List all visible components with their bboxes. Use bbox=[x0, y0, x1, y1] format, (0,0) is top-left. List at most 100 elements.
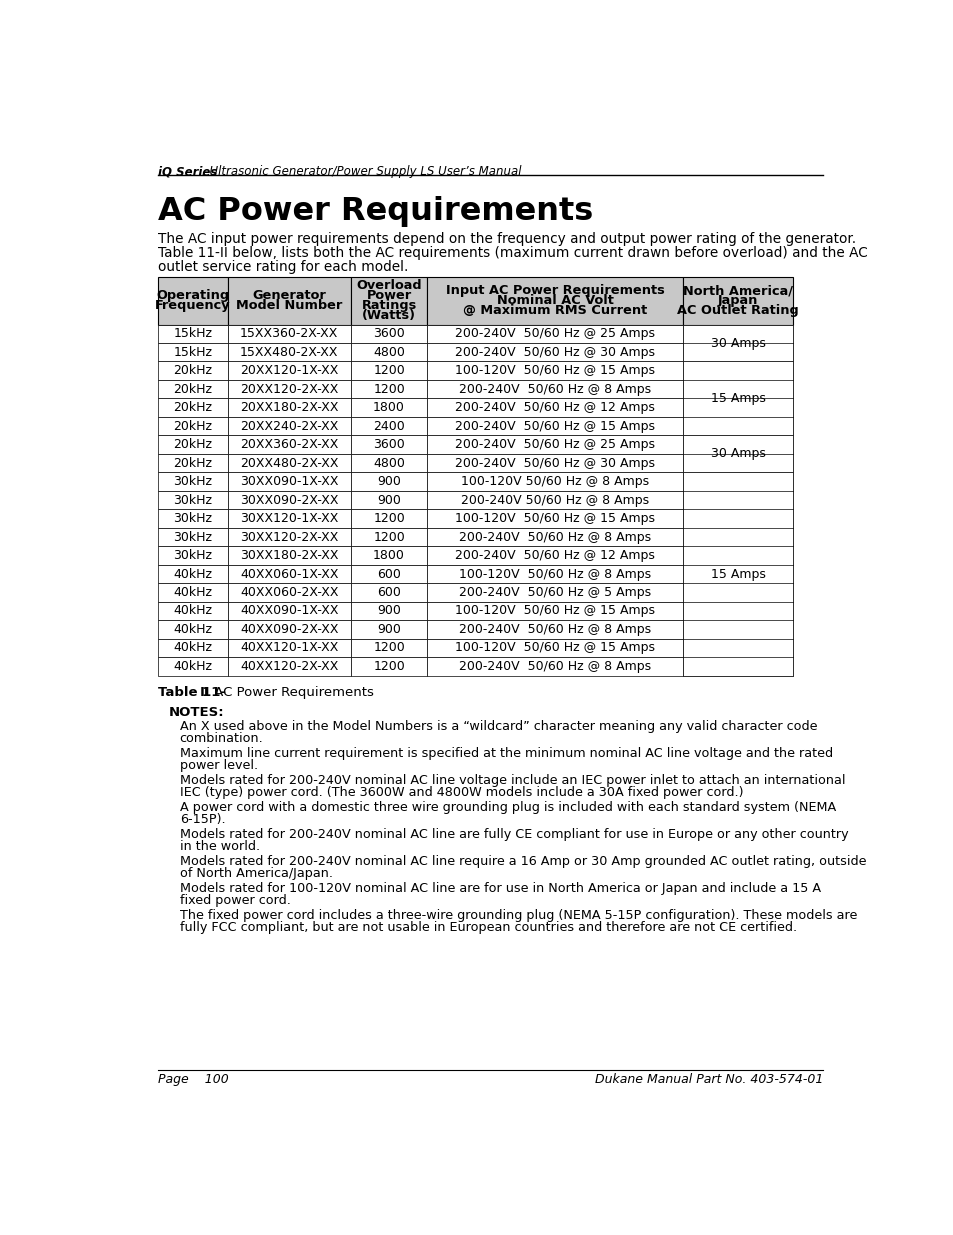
Bar bbox=[351, 362, 427, 380]
Bar bbox=[351, 436, 427, 454]
Text: 200-240V  50/60 Hz @ 30 Amps: 200-240V 50/60 Hz @ 30 Amps bbox=[455, 457, 655, 469]
Bar bbox=[427, 657, 682, 676]
Bar bbox=[427, 638, 682, 657]
Text: 20XX480-2X-XX: 20XX480-2X-XX bbox=[240, 457, 338, 469]
Bar bbox=[158, 417, 228, 436]
Text: 200-240V  50/60 Hz @ 8 Amps: 200-240V 50/60 Hz @ 8 Amps bbox=[458, 383, 651, 395]
Text: 20XX120-1X-XX: 20XX120-1X-XX bbox=[240, 364, 338, 377]
Bar bbox=[427, 527, 682, 546]
Bar bbox=[351, 343, 427, 362]
Text: 20kHz: 20kHz bbox=[173, 401, 213, 414]
Text: 1200: 1200 bbox=[373, 383, 404, 395]
Text: 20XX240-2X-XX: 20XX240-2X-XX bbox=[240, 420, 338, 432]
Text: 200-240V  50/60 Hz @ 8 Amps: 200-240V 50/60 Hz @ 8 Amps bbox=[458, 622, 651, 636]
Bar bbox=[351, 417, 427, 436]
Bar bbox=[228, 454, 351, 472]
Text: 20XX180-2X-XX: 20XX180-2X-XX bbox=[240, 401, 338, 414]
Text: Maximum line current requirement is specified at the minimum nominal AC line vol: Maximum line current requirement is spec… bbox=[179, 747, 832, 761]
Bar bbox=[158, 527, 228, 546]
Bar bbox=[427, 583, 682, 601]
Text: 3600: 3600 bbox=[373, 438, 404, 451]
Text: @ Maximum RMS Current: @ Maximum RMS Current bbox=[463, 304, 647, 317]
Bar bbox=[228, 380, 351, 399]
Text: fully FCC compliant, but are not usable in European countries and therefore are : fully FCC compliant, but are not usable … bbox=[179, 920, 796, 934]
Text: Frequency: Frequency bbox=[155, 299, 231, 312]
Text: 600: 600 bbox=[376, 568, 400, 580]
Bar bbox=[228, 583, 351, 601]
Text: 1200: 1200 bbox=[373, 513, 404, 525]
Text: 40kHz: 40kHz bbox=[173, 641, 213, 655]
Bar bbox=[427, 601, 682, 620]
Text: 20XX360-2X-XX: 20XX360-2X-XX bbox=[240, 438, 338, 451]
Bar bbox=[228, 417, 351, 436]
Bar bbox=[158, 436, 228, 454]
Text: 200-240V 50/60 Hz @ 8 Amps: 200-240V 50/60 Hz @ 8 Amps bbox=[460, 494, 649, 506]
Text: 200-240V  50/60 Hz @ 12 Amps: 200-240V 50/60 Hz @ 12 Amps bbox=[455, 401, 655, 414]
Bar bbox=[427, 564, 682, 583]
Text: 30XX120-2X-XX: 30XX120-2X-XX bbox=[240, 531, 338, 543]
Text: , Ultrasonic Generator/Power Supply LS User’s Manual: , Ultrasonic Generator/Power Supply LS U… bbox=[202, 165, 521, 178]
Text: Power: Power bbox=[366, 289, 412, 303]
Text: 40XX120-1X-XX: 40XX120-1X-XX bbox=[240, 641, 338, 655]
Bar bbox=[351, 527, 427, 546]
Text: 30kHz: 30kHz bbox=[173, 513, 213, 525]
Text: 15kHz: 15kHz bbox=[173, 346, 213, 358]
Text: 30XX090-1X-XX: 30XX090-1X-XX bbox=[240, 475, 338, 488]
Text: 4800: 4800 bbox=[373, 346, 405, 358]
Text: 200-240V  50/60 Hz @ 25 Amps: 200-240V 50/60 Hz @ 25 Amps bbox=[455, 327, 655, 341]
Text: NOTES:: NOTES: bbox=[169, 706, 224, 720]
Text: Table 11-II below, lists both the AC requirements (maximum current drawn before : Table 11-II below, lists both the AC req… bbox=[158, 246, 867, 261]
Text: 30XX090-2X-XX: 30XX090-2X-XX bbox=[240, 494, 338, 506]
Text: 15kHz: 15kHz bbox=[173, 327, 213, 341]
Bar bbox=[427, 436, 682, 454]
Bar bbox=[427, 472, 682, 490]
Bar bbox=[351, 564, 427, 583]
Text: The fixed power cord includes a three-wire grounding plug (NEMA 5-15P configurat: The fixed power cord includes a three-wi… bbox=[179, 909, 856, 923]
Text: 15XX360-2X-XX: 15XX360-2X-XX bbox=[240, 327, 338, 341]
Text: 900: 900 bbox=[376, 604, 400, 618]
Text: 40kHz: 40kHz bbox=[173, 622, 213, 636]
Text: Overload: Overload bbox=[355, 279, 421, 293]
Text: iQ Series: iQ Series bbox=[158, 165, 217, 178]
Bar bbox=[158, 277, 228, 325]
Text: 100-120V  50/60 Hz @ 15 Amps: 100-120V 50/60 Hz @ 15 Amps bbox=[455, 513, 655, 525]
Text: 40XX120-2X-XX: 40XX120-2X-XX bbox=[240, 659, 338, 673]
Bar bbox=[158, 454, 228, 472]
Text: 100-120V  50/60 Hz @ 8 Amps: 100-120V 50/60 Hz @ 8 Amps bbox=[458, 568, 651, 580]
Text: Generator: Generator bbox=[253, 289, 326, 303]
Text: A power cord with a domestic three wire grounding plug is included with each sta: A power cord with a domestic three wire … bbox=[179, 802, 835, 814]
Text: 900: 900 bbox=[376, 494, 400, 506]
Text: 100-120V 50/60 Hz @ 8 Amps: 100-120V 50/60 Hz @ 8 Amps bbox=[460, 475, 649, 488]
Text: 200-240V  50/60 Hz @ 8 Amps: 200-240V 50/60 Hz @ 8 Amps bbox=[458, 531, 651, 543]
Text: Models rated for 200-240V nominal AC line are fully CE compliant for use in Euro: Models rated for 200-240V nominal AC lin… bbox=[179, 829, 847, 841]
Text: 30kHz: 30kHz bbox=[173, 475, 213, 488]
Bar bbox=[682, 362, 792, 436]
Text: Page    100: Page 100 bbox=[158, 1073, 229, 1086]
Text: 30 Amps: 30 Amps bbox=[710, 447, 765, 461]
Text: 200-240V  50/60 Hz @ 25 Amps: 200-240V 50/60 Hz @ 25 Amps bbox=[455, 438, 655, 451]
Text: 40XX060-2X-XX: 40XX060-2X-XX bbox=[240, 585, 338, 599]
Text: Models rated for 200-240V nominal AC line require a 16 Amp or 30 Amp grounded AC: Models rated for 200-240V nominal AC lin… bbox=[179, 855, 865, 868]
Bar bbox=[351, 325, 427, 343]
Text: Japan: Japan bbox=[718, 294, 758, 308]
Bar bbox=[158, 564, 228, 583]
Bar bbox=[351, 490, 427, 509]
Text: 20kHz: 20kHz bbox=[173, 364, 213, 377]
Bar bbox=[228, 601, 351, 620]
Text: 200-240V  50/60 Hz @ 5 Amps: 200-240V 50/60 Hz @ 5 Amps bbox=[458, 585, 651, 599]
Text: 30kHz: 30kHz bbox=[173, 494, 213, 506]
Text: 1200: 1200 bbox=[373, 364, 404, 377]
Bar bbox=[158, 546, 228, 564]
Bar bbox=[682, 436, 792, 472]
Bar bbox=[427, 277, 682, 325]
Text: Operating: Operating bbox=[156, 289, 230, 303]
Text: 40XX060-1X-XX: 40XX060-1X-XX bbox=[240, 568, 338, 580]
Text: 30XX120-1X-XX: 30XX120-1X-XX bbox=[240, 513, 338, 525]
Bar bbox=[158, 472, 228, 490]
Text: 3600: 3600 bbox=[373, 327, 404, 341]
Bar bbox=[228, 546, 351, 564]
Bar bbox=[351, 638, 427, 657]
Text: Table 11-: Table 11- bbox=[158, 687, 226, 699]
Bar bbox=[427, 325, 682, 343]
Text: power level.: power level. bbox=[179, 758, 257, 772]
